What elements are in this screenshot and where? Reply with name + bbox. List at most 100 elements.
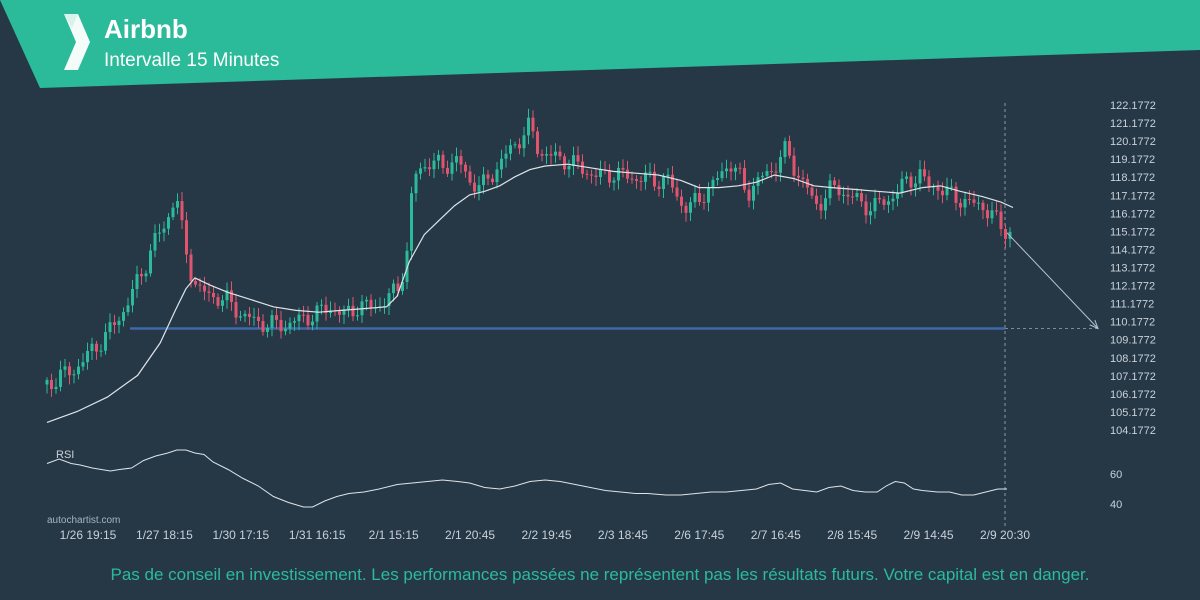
candle-body	[450, 162, 454, 174]
candle-body	[414, 173, 418, 194]
candle-body	[581, 161, 584, 174]
candle-body	[635, 179, 638, 181]
candle-body	[752, 185, 755, 201]
candle-body	[549, 154, 553, 156]
candle-body	[81, 362, 85, 367]
time-tick-label: 2/1 15:15	[369, 528, 419, 542]
candle-body	[122, 312, 125, 321]
candle-body	[432, 160, 436, 170]
candle-body	[819, 203, 823, 211]
time-tick-label: 2/9 14:45	[904, 528, 954, 542]
candle-body	[779, 157, 782, 173]
candle-body	[279, 319, 283, 332]
price-tick-label: 121.1772	[1110, 118, 1156, 130]
time-axis: 1/26 19:15 1/27 18:15 1/30 17:15 1/31 16:15…	[60, 528, 1031, 542]
candle-body	[666, 174, 670, 177]
candle-body	[824, 198, 827, 211]
candle-body	[108, 322, 112, 333]
price-tick-label: 118.1772	[1110, 172, 1155, 184]
candle-body	[207, 291, 211, 293]
candle-body	[648, 171, 652, 173]
candle-body	[860, 193, 863, 202]
candle-body	[662, 176, 665, 190]
forecast-arrow-head	[1089, 319, 1099, 330]
candle-body	[873, 198, 877, 212]
candle-body	[531, 117, 535, 132]
candle-body	[117, 320, 121, 325]
candle-body	[221, 300, 224, 306]
moving-average-line	[46, 163, 1014, 423]
candle-body	[788, 141, 791, 156]
candle-body	[536, 131, 539, 154]
candle-body	[293, 321, 296, 323]
price-tick-label: 114.1772	[1110, 244, 1155, 256]
candle-body	[716, 178, 719, 180]
candle-body	[653, 171, 656, 187]
candle-body	[761, 175, 764, 178]
candle-body	[203, 285, 206, 292]
price-tick-label: 117.1772	[1110, 190, 1155, 202]
price-tick-label: 106.1772	[1110, 389, 1156, 401]
candle-body	[153, 233, 157, 251]
rsi-label: RSI	[56, 449, 74, 461]
candle-body	[104, 332, 107, 351]
candle-body	[977, 202, 980, 204]
time-tick-label: 1/26 19:15	[60, 528, 117, 542]
candle-body	[410, 193, 413, 251]
rsi-tick-label: 40	[1110, 499, 1122, 511]
candle-body	[572, 155, 575, 167]
candle-body	[855, 193, 859, 197]
candle-body	[527, 117, 530, 136]
candle-body	[320, 304, 323, 306]
candle-body	[266, 327, 269, 332]
candle-body	[135, 274, 139, 289]
candle-body	[405, 250, 409, 282]
candle-body	[77, 366, 80, 375]
candle-body	[594, 175, 598, 177]
candle-body	[995, 210, 998, 212]
candle-body	[351, 305, 355, 317]
time-tick-label: 2/2 19:45	[521, 528, 571, 542]
candle-body	[86, 350, 89, 363]
candle-body	[671, 174, 674, 188]
candle-body	[401, 281, 404, 291]
candle-body	[446, 167, 449, 174]
candle-body	[45, 379, 49, 385]
price-tick-label: 122.1772	[1110, 100, 1156, 112]
candle-body	[216, 297, 220, 306]
candle-body	[342, 309, 346, 315]
candle-body	[99, 350, 103, 352]
candle-body	[306, 314, 310, 326]
candle-body	[612, 180, 616, 183]
candle-body	[959, 202, 962, 208]
candle-body	[599, 169, 602, 177]
candle-body	[212, 292, 215, 298]
forecast-arrow-line	[1006, 232, 1099, 329]
candle-body	[909, 176, 913, 188]
candle-body	[725, 168, 728, 172]
candle-body	[297, 314, 301, 322]
price-axis: 122.1772 121.1772 120.1772 119.1772 118.1772…	[1110, 100, 1156, 437]
candle-body	[387, 293, 391, 307]
candle-body	[918, 169, 922, 184]
candle-body	[1004, 229, 1007, 239]
price-tick-label: 111.1772	[1110, 299, 1154, 311]
candle-body	[54, 386, 58, 390]
candle-body	[954, 186, 958, 203]
candle-body	[869, 211, 872, 216]
candle-body	[657, 186, 661, 190]
price-tick-label: 116.1772	[1110, 208, 1155, 220]
candle-body	[198, 284, 202, 286]
price-tick-label: 107.1772	[1110, 371, 1156, 383]
candle-body	[486, 174, 490, 179]
candle-body	[707, 187, 710, 203]
candle-body	[891, 198, 895, 202]
candle-body	[495, 169, 499, 183]
rsi-tick-label: 60	[1110, 469, 1122, 481]
time-tick-label: 1/31 16:15	[289, 528, 346, 542]
candle-body	[167, 217, 170, 229]
candle-body	[234, 302, 238, 318]
candle-body	[617, 167, 620, 181]
candle-body	[828, 180, 832, 199]
